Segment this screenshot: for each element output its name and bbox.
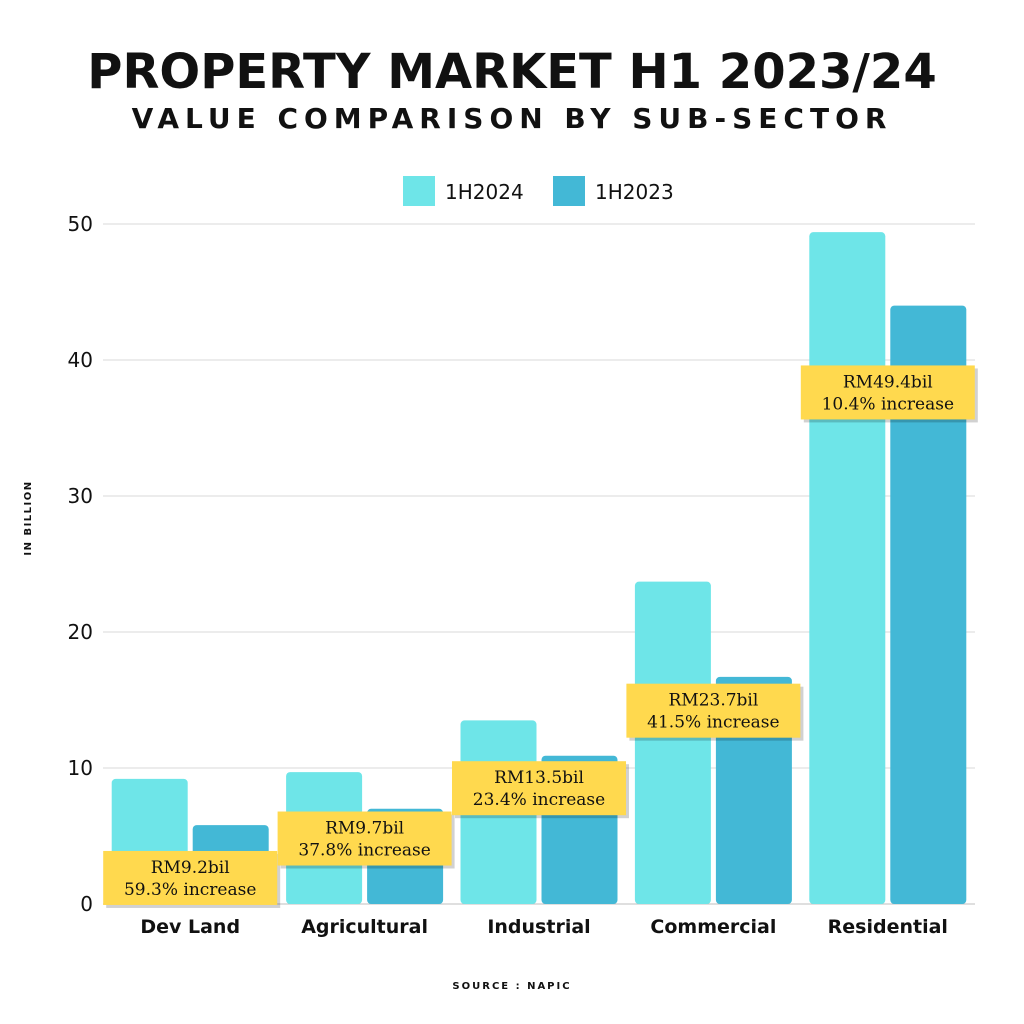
x-axis-labels: Dev Land Agricultural Industrial Commercial… (140, 916, 948, 938)
y-tick-label: 40 (68, 348, 93, 372)
callout-change: 41.5% increase (647, 713, 779, 733)
callout-value: RM9.2bil (151, 858, 230, 878)
chart-subtitle: VALUE COMPARISON BY SUB-SECTOR (132, 102, 893, 135)
legend-label: 1H2024 (445, 180, 524, 204)
legend-swatch (403, 176, 435, 206)
legend: 1H2024 1H2023 (403, 176, 674, 206)
x-tick-label: Agricultural (301, 916, 428, 938)
bar-1H2023-residential (890, 305, 967, 905)
y-tick-label: 30 (68, 484, 93, 508)
callout-value: RM9.7bil (325, 819, 404, 839)
y-tick-label: 50 (68, 212, 93, 236)
callout-box (626, 683, 801, 738)
callout-box (800, 365, 975, 420)
bar-1H2024-commercial (634, 581, 711, 904)
y-tick-label: 10 (68, 756, 93, 780)
x-tick-label: Commercial (650, 916, 776, 938)
y-tick-label: 0 (80, 892, 93, 916)
callout-value: RM13.5bil (494, 768, 584, 788)
callout-value: RM23.7bil (668, 691, 758, 711)
callout-box (452, 761, 626, 816)
callout-value: RM49.4bil (843, 372, 933, 392)
callout-change: 10.4% increase (822, 394, 954, 414)
y-tick-label: 20 (68, 620, 93, 644)
chart-title: PROPERTY MARKET H1 2023/24 (87, 44, 936, 100)
callout-change: 59.3% increase (124, 880, 256, 900)
legend-swatch (553, 176, 585, 206)
y-axis-label: IN BILLION (23, 480, 34, 555)
y-axis-ticks: 0 10 20 30 40 50 (68, 212, 93, 916)
callout-change: 23.4% increase (473, 790, 605, 810)
source-note: SOURCE : NAPIC (452, 981, 571, 992)
callout-box (103, 850, 278, 905)
x-tick-label: Industrial (487, 916, 590, 938)
callout-box (277, 811, 452, 866)
x-tick-label: Residential (828, 916, 948, 938)
callout-change: 37.8% increase (298, 841, 430, 861)
bar-1H2024-residential (809, 232, 886, 904)
x-tick-label: Dev Land (140, 916, 240, 938)
legend-label: 1H2023 (595, 180, 674, 204)
